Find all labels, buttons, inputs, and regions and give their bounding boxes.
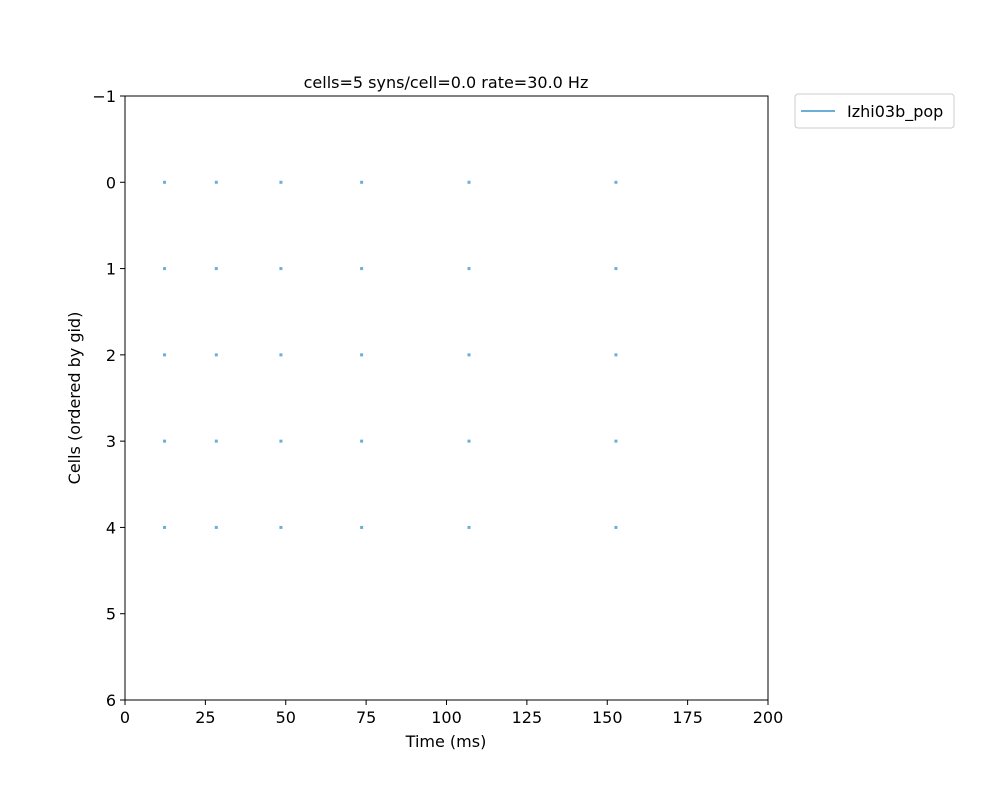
spike-point xyxy=(163,180,167,184)
spike-point xyxy=(214,353,218,357)
spike-point xyxy=(360,267,364,271)
spike-point xyxy=(279,525,283,529)
y-tick-label: 6 xyxy=(106,691,116,710)
y-axis-ticks: −1 0 1 2 3 4 5 6 xyxy=(92,87,125,710)
legend: Izhi03b_pop xyxy=(794,93,955,129)
x-axis-label: Time (ms) xyxy=(405,732,487,751)
y-tick-label: 2 xyxy=(106,346,116,365)
spike-point xyxy=(360,525,364,529)
y-tick-label: 5 xyxy=(106,605,116,624)
y-tick-label: 1 xyxy=(106,260,116,279)
x-tick-label: 75 xyxy=(356,708,376,727)
spike-point xyxy=(467,180,471,184)
spike-point xyxy=(279,439,283,443)
spike-point xyxy=(360,180,364,184)
spike-point xyxy=(360,353,364,357)
spike-point xyxy=(467,353,471,357)
spike-point xyxy=(614,267,618,271)
y-tick-label: 3 xyxy=(106,432,116,451)
chart-title: cells=5 syns/cell=0.0 rate=30.0 Hz xyxy=(304,73,589,92)
spike-point xyxy=(467,267,471,271)
spike-point xyxy=(163,267,167,271)
spike-point xyxy=(614,439,618,443)
x-tick-label: 0 xyxy=(120,708,130,727)
spike-point xyxy=(360,439,364,443)
x-axis-ticks: 0 25 50 75 100 125 150 175 200 xyxy=(120,700,783,727)
y-tick-label: 0 xyxy=(106,173,116,192)
x-tick-label: 50 xyxy=(276,708,296,727)
x-tick-label: 175 xyxy=(672,708,703,727)
spike-point xyxy=(467,439,471,443)
spike-point xyxy=(214,267,218,271)
x-tick-label: 25 xyxy=(195,708,215,727)
spike-point xyxy=(614,353,618,357)
spike-point xyxy=(614,180,618,184)
legend-frame xyxy=(794,93,955,129)
spike-marks xyxy=(163,180,618,529)
spike-point xyxy=(163,353,167,357)
y-tick-label: −1 xyxy=(92,87,116,106)
spike-point xyxy=(279,267,283,271)
spike-point xyxy=(467,525,471,529)
x-tick-label: 125 xyxy=(512,708,543,727)
spike-point xyxy=(279,353,283,357)
y-axis-label: Cells (ordered by gid) xyxy=(65,312,84,485)
x-tick-label: 200 xyxy=(753,708,784,727)
x-tick-label: 100 xyxy=(431,708,462,727)
spike-point xyxy=(163,525,167,529)
x-tick-label: 150 xyxy=(592,708,623,727)
legend-label-izhi03b-pop: Izhi03b_pop xyxy=(847,102,943,122)
plot-area-frame xyxy=(124,95,769,701)
spike-point xyxy=(214,439,218,443)
y-tick-label: 4 xyxy=(106,518,116,537)
spike-point xyxy=(614,525,618,529)
spike-point xyxy=(163,439,167,443)
spike-point xyxy=(214,180,218,184)
spike-point xyxy=(279,180,283,184)
spike-point xyxy=(214,525,218,529)
